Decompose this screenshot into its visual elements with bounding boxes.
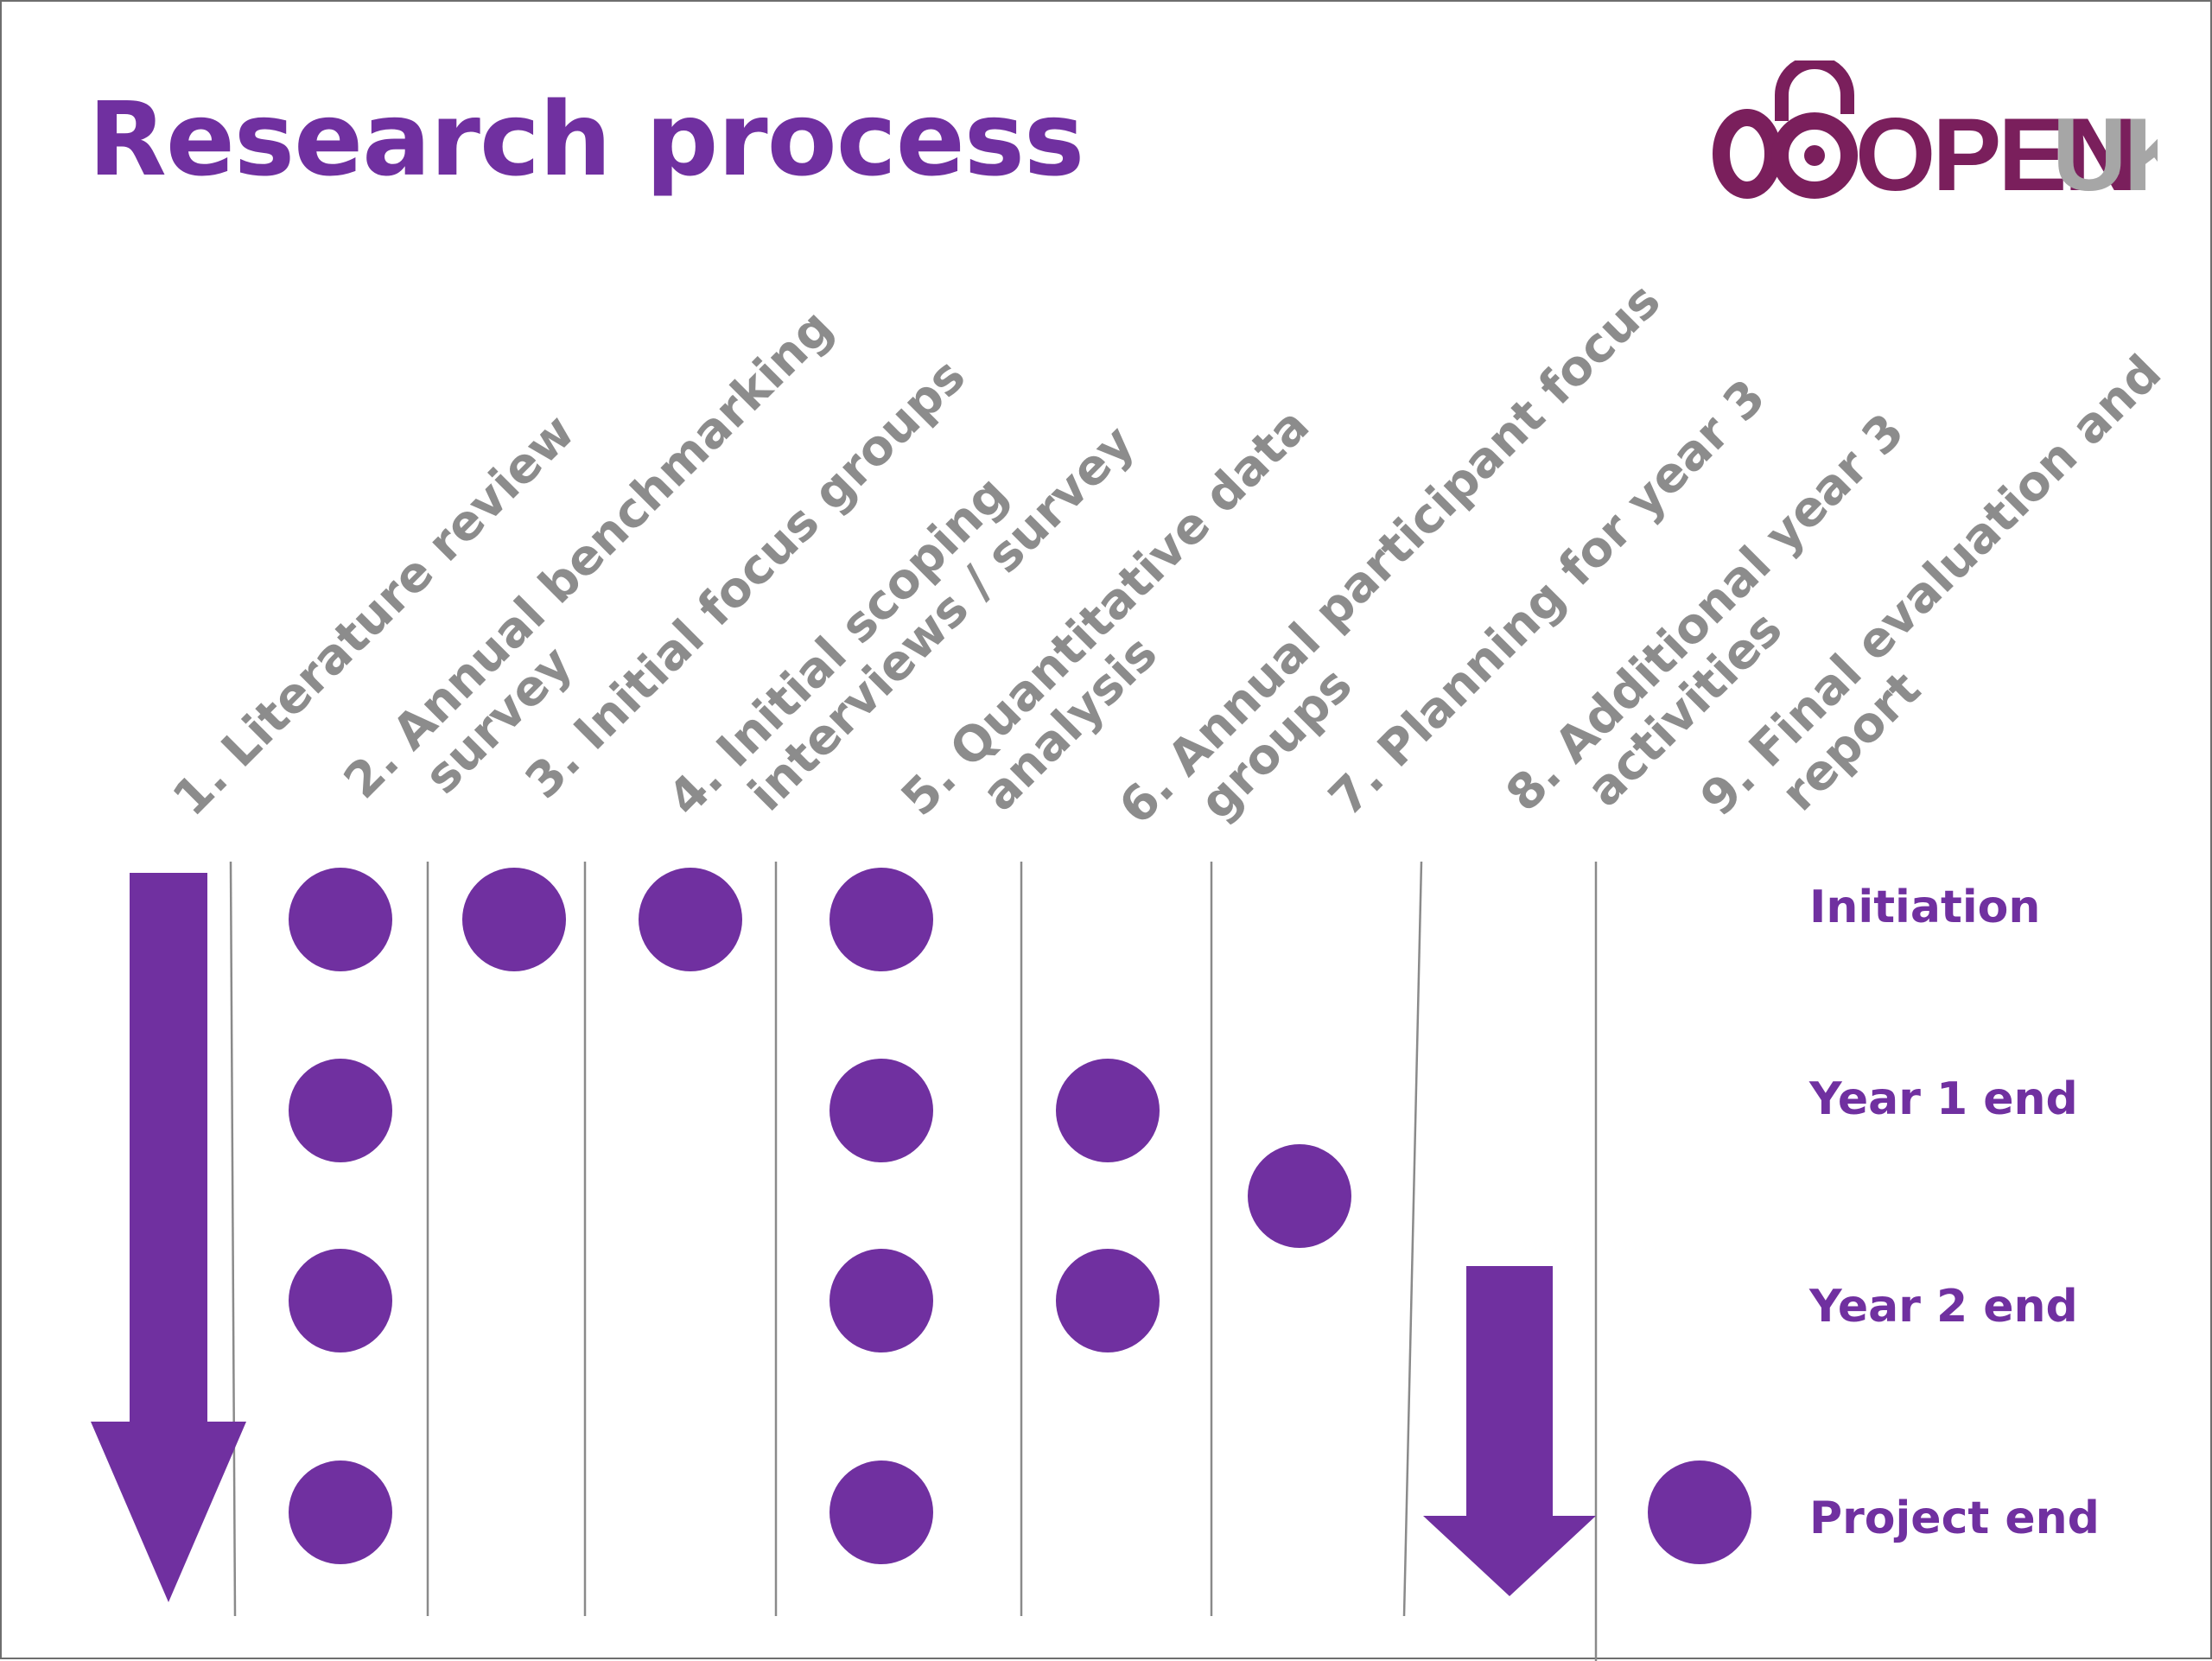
activity-dot	[639, 868, 742, 971]
activity-dot	[289, 1249, 392, 1352]
activity-dot	[289, 868, 392, 971]
activity-dot	[830, 1249, 933, 1352]
column-divider-1	[229, 861, 237, 1617]
activity-markers	[289, 868, 1751, 1564]
activity-dot	[830, 1461, 933, 1564]
duration-arrow-col-8	[1423, 1266, 1596, 1596]
logo-text-uk: UK	[2052, 97, 2158, 207]
activity-dot	[830, 868, 933, 971]
activity-dot	[1248, 1144, 1351, 1248]
duration-arrows	[91, 873, 1596, 1602]
activity-dot	[1648, 1461, 1751, 1564]
row-label-year-2-end: Year 2 end	[1809, 1281, 2078, 1333]
column-divider-7	[1402, 861, 1423, 1617]
activity-dot	[1056, 1249, 1160, 1352]
activity-dot	[289, 1461, 392, 1564]
column-label-9: 9. Final evaluation andreport	[1690, 345, 2210, 865]
page-title: Research process	[88, 80, 1084, 199]
activity-dot	[289, 1059, 392, 1162]
openuk-logo-graphic	[1713, 60, 1858, 199]
logo-text-open: OPEN	[1855, 97, 2135, 207]
openuk-logo: OPEN UK	[1713, 60, 2158, 207]
row-label-initiation: Initiation	[1809, 881, 2041, 933]
activity-dot	[462, 868, 566, 971]
row-label-project-end: Project end	[1809, 1492, 2100, 1544]
column-dividers	[229, 861, 1598, 1661]
row-label-year-1-end: Year 1 end	[1809, 1073, 2078, 1125]
activity-dot	[1056, 1059, 1160, 1162]
duration-arrow-col-1	[91, 873, 246, 1602]
activity-dot	[830, 1059, 933, 1162]
